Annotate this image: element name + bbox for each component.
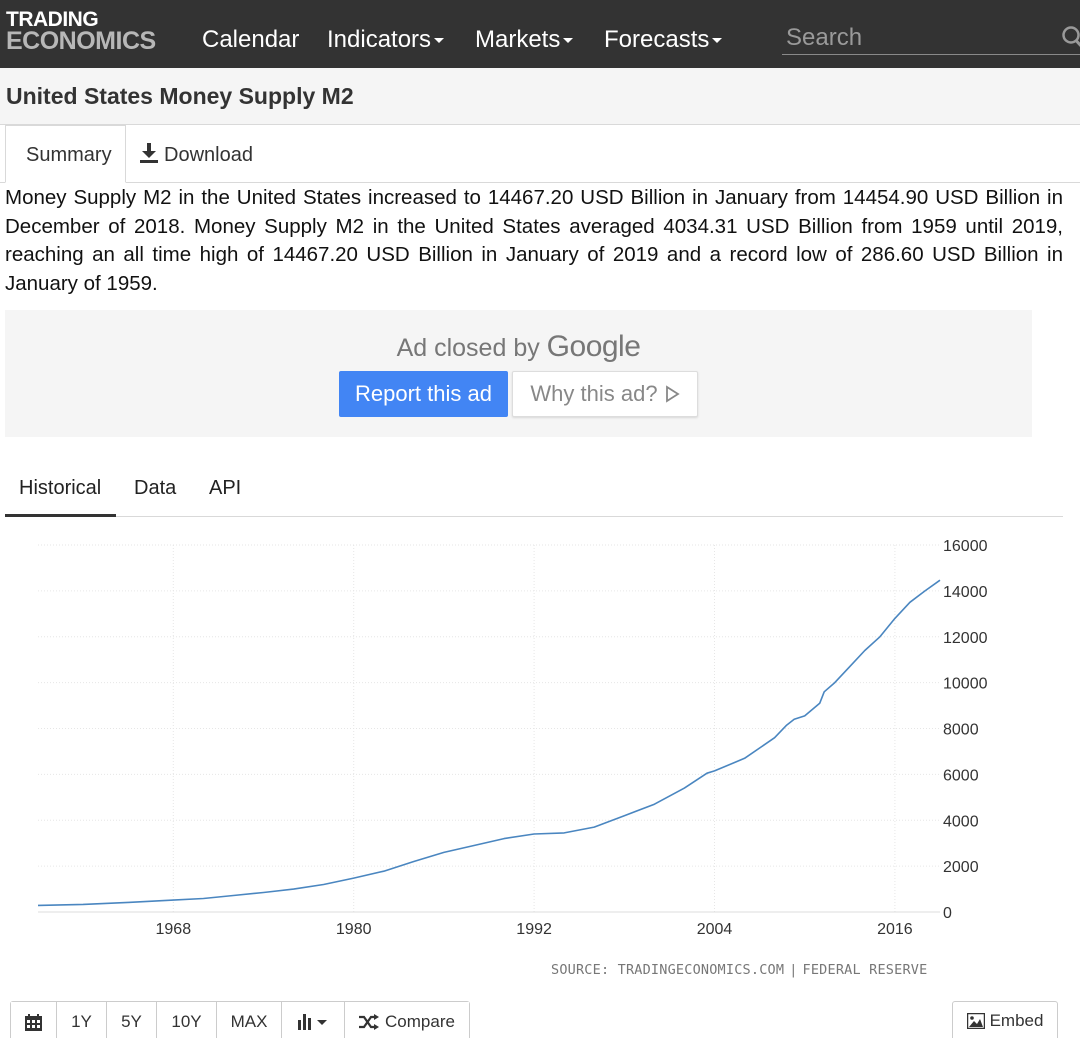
indicator-description: Money Supply M2 in the United States inc… xyxy=(5,186,1063,295)
why-this-ad-label: Why this ad? xyxy=(530,381,658,406)
google-wordmark: Google xyxy=(546,330,641,363)
shuffle-icon xyxy=(359,1014,380,1030)
y-tick-label: 4000 xyxy=(943,813,979,830)
x-tick-label: 1992 xyxy=(516,921,552,938)
calendar-icon xyxy=(25,1013,42,1031)
tab-download-label: Download xyxy=(164,144,253,166)
calendar-button[interactable] xyxy=(11,1002,57,1038)
y-tick-label: 8000 xyxy=(943,722,979,739)
chart-type-button[interactable] xyxy=(282,1002,345,1038)
y-tick-label: 10000 xyxy=(943,676,988,693)
x-tick-label: 2016 xyxy=(877,921,913,938)
ad-placeholder: Ad closed by Google Report this ad Why t… xyxy=(5,310,1032,437)
site-logo[interactable]: TRADING ECONOMICS xyxy=(6,8,156,55)
page-title: United States Money Supply M2 xyxy=(6,83,354,109)
y-tick-label: 0 xyxy=(943,905,952,922)
caret-down-icon xyxy=(563,38,574,44)
nav-calendar[interactable]: Calendar xyxy=(202,26,299,54)
source-left: SOURCE: TRADINGECONOMICS.COM xyxy=(551,962,785,978)
x-tick-label: 2004 xyxy=(697,921,733,938)
nav-forecasts[interactable]: Forecasts xyxy=(604,26,723,54)
y-tick-label: 14000 xyxy=(943,584,988,601)
chart-source: SOURCE: TRADINGECONOMICS.COM | FEDERAL RES… xyxy=(551,962,927,978)
nav-indicators-label: Indicators xyxy=(327,26,432,53)
nav-indicators[interactable]: Indicators xyxy=(327,26,445,54)
search-icon[interactable] xyxy=(1062,25,1080,56)
nav-markets-label: Markets xyxy=(475,26,561,53)
title-bar: United States Money Supply M2 xyxy=(0,68,1080,125)
chart-tabs: Historical Data API xyxy=(5,460,1063,517)
chart-toolbar: 1Y 5Y 10Y MAX Compare xyxy=(10,1001,470,1038)
logo-line-1: TRADING xyxy=(6,8,99,31)
ad-choices-icon xyxy=(665,385,680,403)
series-line xyxy=(37,579,941,907)
money-supply-chart: 0 2000 4000 6000 8000 10000 12000 14000 16000 196… xyxy=(37,538,988,938)
source-right: FEDERAL RESERVE xyxy=(802,962,928,978)
image-icon xyxy=(966,1013,985,1029)
caret-down-icon xyxy=(712,38,723,44)
embed-label: Embed xyxy=(989,1011,1044,1030)
source-separator: | xyxy=(789,962,798,978)
top-navbar: TRADING ECONOMICS Calendar Indicators Ma… xyxy=(0,0,1080,68)
tab-data[interactable]: Data xyxy=(134,477,177,499)
y-tick-label: 16000 xyxy=(943,538,988,555)
ad-closed-text: Ad closed by Google xyxy=(5,330,1032,364)
tab-summary[interactable]: Summary xyxy=(5,125,126,183)
embed-button[interactable]: Embed xyxy=(952,1001,1058,1038)
caret-down-icon xyxy=(434,38,445,44)
x-tick-label: 1968 xyxy=(156,921,192,938)
nav-forecasts-label: Forecasts xyxy=(604,26,710,53)
search-input[interactable] xyxy=(786,24,1056,52)
bar-chart-icon xyxy=(298,1014,327,1030)
range-10y-button[interactable]: 10Y xyxy=(157,1002,217,1038)
tab-api[interactable]: API xyxy=(209,477,242,499)
y-tick-label: 2000 xyxy=(943,859,979,876)
x-tick-label: 1980 xyxy=(336,921,372,938)
range-1y-button[interactable]: 1Y xyxy=(57,1002,107,1038)
tab-historical[interactable]: Historical xyxy=(5,477,116,517)
download-icon xyxy=(140,143,158,163)
nav-calendar-label: Calendar xyxy=(202,26,300,53)
why-this-ad-button[interactable]: Why this ad? xyxy=(512,371,698,417)
ad-closed-label: Ad closed by xyxy=(396,334,540,362)
logo-line-2: ECONOMICS xyxy=(6,27,156,55)
y-tick-label: 6000 xyxy=(943,767,979,784)
search-box xyxy=(782,22,1080,55)
tab-summary-label: Summary xyxy=(26,144,112,166)
y-tick-label: 12000 xyxy=(943,630,988,647)
compare-label: Compare xyxy=(385,1012,455,1031)
report-ad-button[interactable]: Report this ad xyxy=(339,371,508,417)
summary-tabs: Summary Download xyxy=(0,125,1080,183)
range-5y-button[interactable]: 5Y xyxy=(107,1002,157,1038)
compare-button[interactable]: Compare xyxy=(345,1002,469,1038)
nav-markets[interactable]: Markets xyxy=(475,26,574,54)
tab-download[interactable]: Download xyxy=(140,143,253,167)
range-max-button[interactable]: MAX xyxy=(217,1002,282,1038)
